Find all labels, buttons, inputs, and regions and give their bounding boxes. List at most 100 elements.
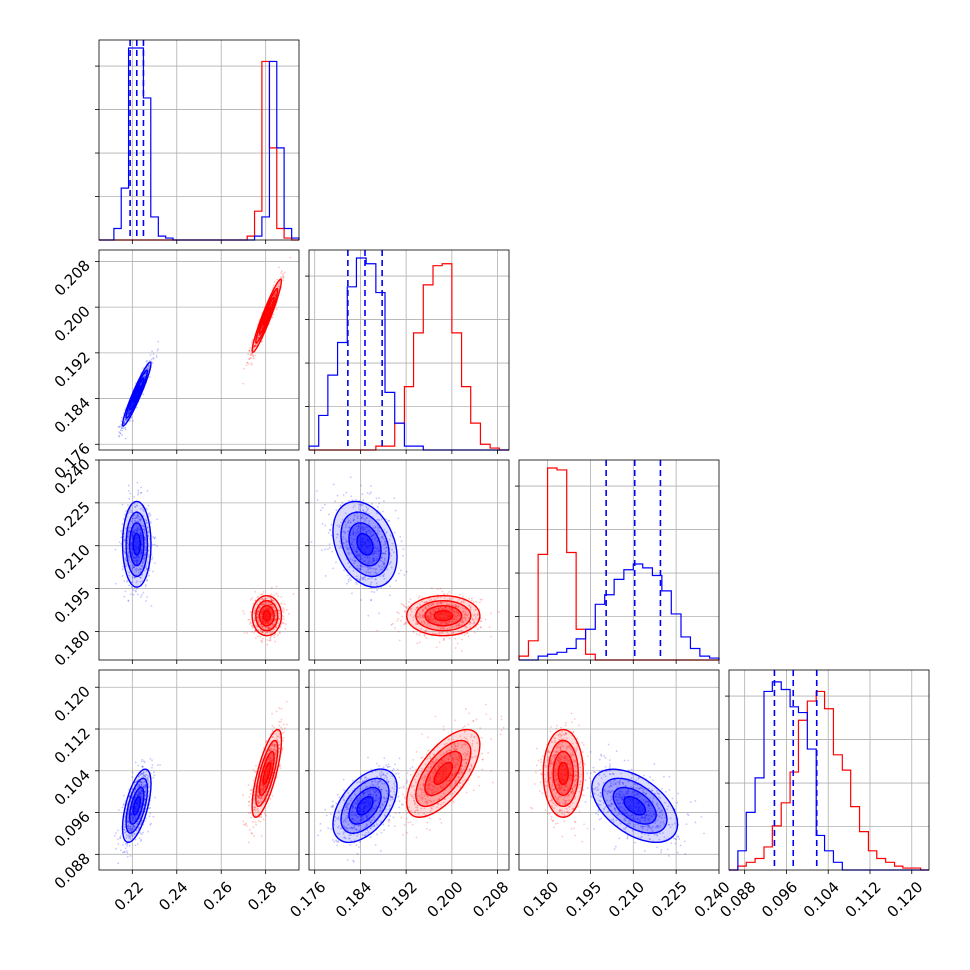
sample-point [134,838,137,841]
sample-point [475,600,478,603]
sample-point [115,832,117,834]
sample-point [155,356,158,359]
sample-point [409,598,412,601]
sample-point [417,596,420,599]
sample-point [144,375,147,378]
sample-point [382,500,385,503]
sample-point [147,364,150,366]
sample-point [282,607,285,610]
sample-point [146,367,148,369]
sample-point [334,500,337,503]
sample-point [249,598,252,601]
sample-point [123,580,126,582]
y-tick-label: 0.225 [51,498,94,541]
sample-point [273,594,276,597]
sample-point [119,432,122,435]
sample-point [248,349,251,352]
sample-point [435,646,438,649]
sample-point [341,501,344,504]
sample-point [360,599,363,601]
sample-point [480,620,483,623]
sample-point [124,419,127,421]
sample-point [272,284,275,287]
sample-point [149,353,152,356]
sample-point [376,589,378,591]
sample-point [281,621,284,624]
sample-point [140,383,142,386]
sample-point [418,641,421,644]
sample-point [125,418,128,421]
sample-point [149,514,152,517]
sample-point [127,413,130,415]
y-tick-label: 0.180 [51,627,94,670]
sample-point [448,637,451,640]
sample-point [123,418,126,421]
sample-point [397,572,400,575]
red-histogram-2 [518,467,719,661]
sample-point [140,596,142,598]
sample-point [121,806,124,809]
sample-point [246,632,249,634]
y-tick-label: 0.184 [51,394,94,437]
sample-point [246,361,249,364]
sample-point [448,591,451,593]
sample-point [403,610,406,613]
sample-point [458,593,461,596]
sample-point [401,615,404,618]
sample-point [242,382,245,385]
sample-point [254,354,257,357]
sample-point [280,270,283,273]
sample-point [468,597,471,600]
sample-point [466,631,469,634]
sample-point [123,595,126,598]
panel-grid [99,40,299,240]
sample-point [271,316,274,319]
sample-point [249,792,252,795]
sample-point [129,855,132,857]
sample-point [280,275,283,278]
sample-point [399,569,402,572]
sample-point [283,271,286,274]
sample-point [490,635,492,638]
y-tick-label: 0.208 [51,257,94,300]
sample-point [262,818,265,821]
sample-point [397,612,400,615]
sample-point [393,627,396,629]
sample-point [330,523,333,526]
sample-point [143,373,146,376]
sample-point [121,568,124,571]
sample-point [127,413,130,415]
sample-point [389,594,391,597]
sample-point [326,548,329,551]
sample-point [141,758,144,761]
sample-point [321,549,323,552]
sample-point [418,634,421,637]
sample-point [407,605,410,608]
panel-frame [308,459,510,661]
sample-point [347,578,350,581]
sample-point [343,569,345,572]
sample-point [245,364,248,367]
sample-point [117,426,120,429]
sample-point [142,831,144,834]
red-contour [433,610,454,622]
sample-point [127,410,130,413]
sample-point [397,517,400,520]
sample-point [253,835,255,837]
sample-point [137,764,140,767]
sample-point [346,582,348,585]
sample-point [335,561,337,564]
sample-point [120,424,123,427]
sample-point [148,359,151,362]
sample-point [136,481,139,484]
sample-point [277,595,280,598]
sample-point [484,618,487,621]
sample-point [282,279,285,282]
sample-point [140,486,142,489]
sample-point [249,346,251,349]
sample-point [436,588,439,590]
sample-point [275,308,278,311]
sample-point [327,531,330,534]
sample-point [259,820,262,823]
sample-point [324,575,327,577]
